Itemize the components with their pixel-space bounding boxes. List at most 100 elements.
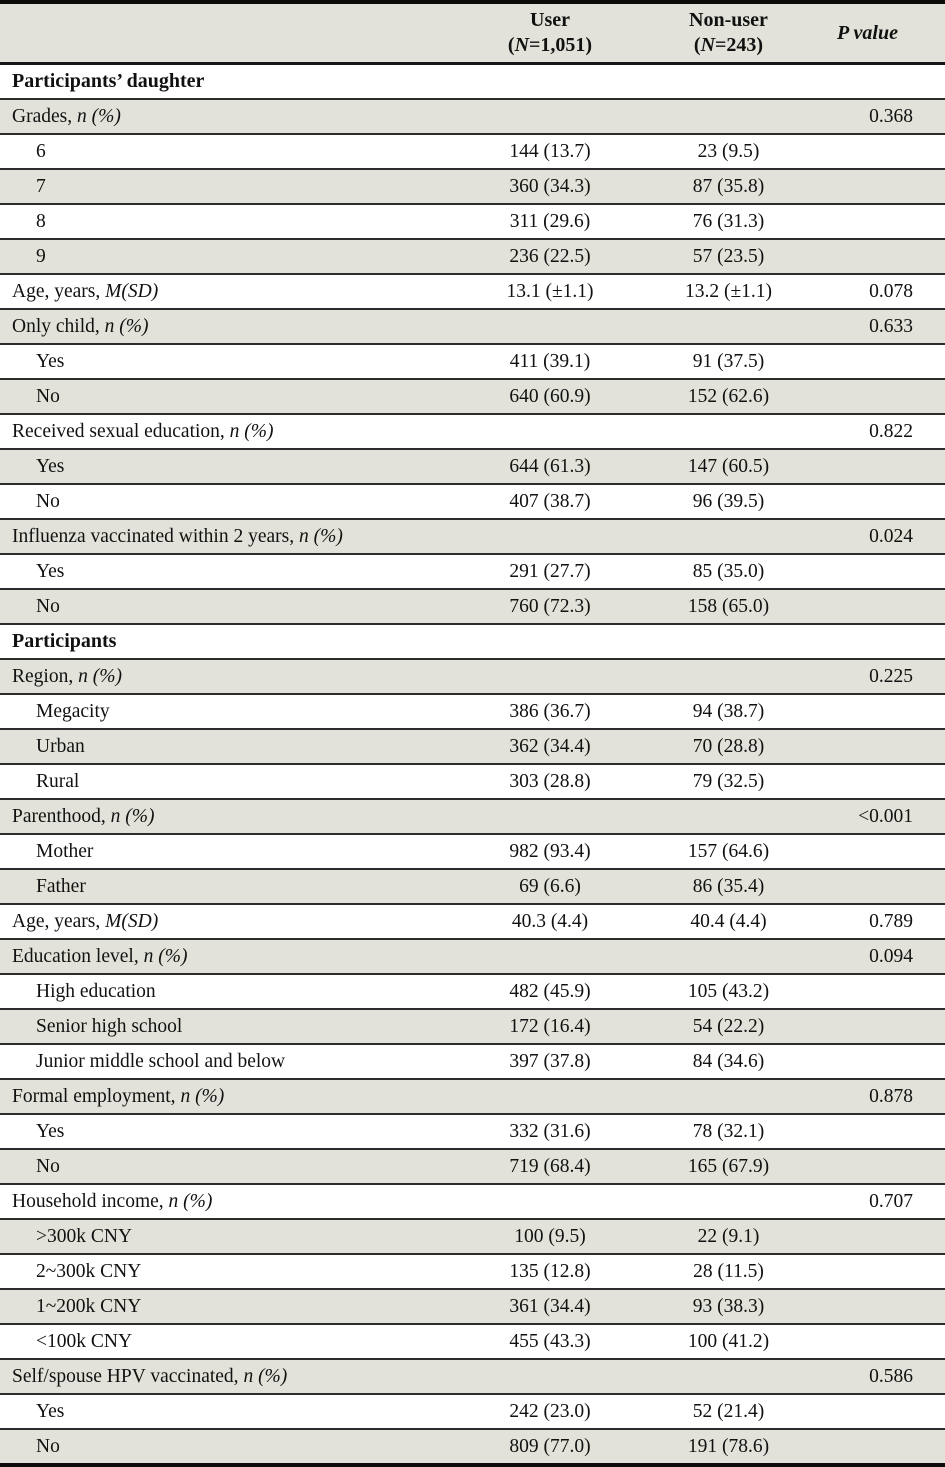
p-value (812, 624, 945, 659)
row-label: Yes (0, 1394, 455, 1429)
nonuser-value: 54 (22.2) (692, 1016, 765, 1037)
nonuser-value: 100 (41.2) (687, 1331, 770, 1352)
nonuser-value: 70 (28.8) (692, 736, 765, 757)
p-value: 0.024 (869, 526, 913, 547)
row-label: Parenthood, n (%) (0, 799, 455, 834)
table-row: Region, n (%) 0.225 (0, 659, 945, 694)
user-value: 332 (31.6) (509, 1121, 591, 1142)
user-value: 360 (34.3) (509, 176, 591, 197)
table-row: No 640 (60.9) 152 (62.6) (0, 379, 945, 414)
nonuser-value: 94 (38.7) (692, 701, 765, 722)
nonuser-value: 22 (9.1) (697, 1226, 760, 1247)
row-label: No (0, 484, 455, 519)
table-row: Yes 644 (61.3) 147 (60.5) (0, 449, 945, 484)
row-label-text: Self/spouse HPV vaccinated, (12, 1366, 244, 1387)
user-value (455, 659, 645, 694)
row-label-text: Formal employment, (12, 1086, 181, 1107)
p-value (812, 344, 945, 379)
row-label-text: No (36, 1156, 60, 1177)
row-label-text: Education level, (12, 946, 144, 967)
row-label-text: Participants (12, 630, 117, 652)
p-value: <0.001 (858, 806, 913, 827)
row-label-text: Rural (36, 771, 80, 792)
row-label-text: Participants’ daughter (12, 70, 205, 92)
table-row: Received sexual education, n (%) 0.822 (0, 414, 945, 449)
p-value: 0.368 (869, 106, 913, 127)
user-value: 760 (72.3) (509, 596, 591, 617)
nonuser-value (645, 519, 812, 554)
row-label-text: Parenthood, (12, 806, 111, 827)
row-label-text: Received sexual education, (12, 421, 230, 442)
p-value (812, 204, 945, 239)
p-value (812, 1219, 945, 1254)
p-value: 0.078 (869, 281, 913, 302)
table-row: 1~200k CNY 361 (34.4) 93 (38.3) (0, 1289, 945, 1324)
row-label-text: 1~200k CNY (36, 1296, 142, 1317)
p-value: 0.822 (869, 421, 913, 442)
row-label: Yes (0, 344, 455, 379)
p-value (812, 974, 945, 1009)
row-label-stat-notation: n (%) (298, 526, 343, 547)
row-label: Participants (0, 624, 455, 659)
user-value (455, 64, 645, 100)
user-value: 719 (68.4) (509, 1156, 591, 1177)
nonuser-value: 85 (35.0) (692, 561, 765, 582)
p-value (812, 484, 945, 519)
row-label: No (0, 1149, 455, 1184)
user-value (455, 1184, 645, 1219)
header-user-cell: User (N=1,051) (455, 2, 645, 64)
nonuser-value: 191 (78.6) (687, 1436, 770, 1457)
row-label: No (0, 589, 455, 624)
row-label: 2~300k CNY (0, 1254, 455, 1289)
nonuser-value: 13.2 (±1.1) (684, 281, 773, 302)
row-label: >300k CNY (0, 1219, 455, 1254)
user-value (455, 1079, 645, 1114)
user-value: 69 (6.6) (519, 876, 581, 897)
row-label-text: Mother (36, 841, 94, 862)
row-label: Yes (0, 449, 455, 484)
nonuser-value: 40.4 (4.4) (690, 911, 767, 932)
row-label-text: No (36, 1436, 60, 1457)
row-label: Age, years, M(SD) (0, 274, 455, 309)
user-value (455, 1359, 645, 1394)
row-label-text: Megacity (36, 701, 110, 722)
row-label: Yes (0, 554, 455, 589)
nonuser-value: 84 (34.6) (692, 1051, 765, 1072)
p-value (812, 1114, 945, 1149)
p-value: 0.586 (869, 1366, 913, 1387)
row-label: Rural (0, 764, 455, 799)
p-value: 0.878 (869, 1086, 913, 1107)
row-label-text: Yes (36, 456, 65, 477)
p-value (812, 1044, 945, 1079)
table-row: Megacity 386 (36.7) 94 (38.7) (0, 694, 945, 729)
nonuser-value: 147 (60.5) (687, 456, 770, 477)
row-label-text: Only child, (12, 316, 105, 337)
user-value: 640 (60.9) (509, 386, 591, 407)
table-row: Senior high school 172 (16.4) 54 (22.2) (0, 1009, 945, 1044)
p-value (812, 1009, 945, 1044)
table-row: 6 144 (13.7) 23 (9.5) (0, 134, 945, 169)
user-value: 311 (29.6) (509, 211, 591, 232)
nonuser-value: 76 (31.3) (692, 211, 765, 232)
user-value (455, 414, 645, 449)
row-label-stat-notation: n (%) (78, 666, 122, 687)
nonuser-value (645, 64, 812, 100)
row-label-text: Household income, (12, 1191, 169, 1212)
p-value: 0.789 (869, 911, 913, 932)
row-label: Region, n (%) (0, 659, 455, 694)
row-label-text: No (36, 386, 60, 407)
row-label-text: >300k CNY (36, 1226, 133, 1247)
row-label: 9 (0, 239, 455, 274)
row-label-stat-notation: n (%) (180, 1086, 225, 1107)
row-label-text: Yes (36, 561, 65, 582)
row-label: Urban (0, 729, 455, 764)
p-value (812, 239, 945, 274)
user-value: 407 (38.7) (509, 491, 591, 512)
row-label-text: 8 (36, 211, 46, 232)
table-row: No 719 (68.4) 165 (67.9) (0, 1149, 945, 1184)
user-value (455, 519, 645, 554)
table-row: Yes 242 (23.0) 52 (21.4) (0, 1394, 945, 1429)
nonuser-value: 57 (23.5) (692, 246, 765, 267)
row-label: 1~200k CNY (0, 1289, 455, 1324)
